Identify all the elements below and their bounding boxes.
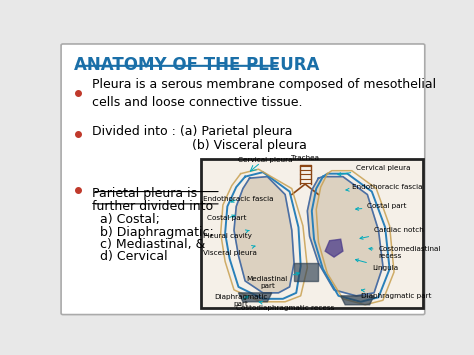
Text: Cardiac notch: Cardiac notch [360, 227, 424, 239]
Text: a) Costal;: a) Costal; [100, 213, 160, 226]
Text: Endothoracic fascia: Endothoracic fascia [346, 184, 422, 191]
Text: Pleura is a serous membrane composed of mesothelial
cells and loose connective t: Pleura is a serous membrane composed of … [92, 78, 437, 109]
Text: Trachea: Trachea [291, 154, 319, 160]
Polygon shape [341, 296, 374, 305]
Text: c) Mediastinal, &: c) Mediastinal, & [100, 238, 205, 251]
Text: Costodiaphragmatic recess: Costodiaphragmatic recess [236, 301, 334, 311]
Text: Lingula: Lingula [356, 259, 398, 271]
Text: Cervical pleura: Cervical pleura [238, 158, 292, 164]
Polygon shape [294, 263, 319, 281]
Polygon shape [238, 293, 272, 302]
Text: ANATOMY OF THE PLEURA: ANATOMY OF THE PLEURA [74, 56, 319, 74]
FancyBboxPatch shape [201, 159, 423, 308]
Text: Mediastinal
part: Mediastinal part [247, 273, 299, 289]
Polygon shape [307, 177, 383, 296]
Text: Costal part: Costal part [356, 203, 407, 210]
Text: Endothoracic fascia: Endothoracic fascia [203, 196, 273, 202]
FancyBboxPatch shape [61, 44, 425, 315]
Text: Costomediastinal
recess: Costomediastinal recess [369, 246, 441, 259]
Text: Divided into : (a) Parietal pleura: Divided into : (a) Parietal pleura [92, 125, 293, 138]
Text: Parietal pleura is: Parietal pleura is [92, 187, 198, 201]
Text: Visceral pleura: Visceral pleura [203, 245, 257, 256]
Text: further divided into: further divided into [92, 200, 213, 213]
Text: Cervical pleura: Cervical pleura [338, 165, 411, 176]
Text: d) Cervical: d) Cervical [100, 250, 167, 263]
Text: (b) Visceral pleura: (b) Visceral pleura [92, 138, 307, 152]
Text: Diaphragmatic part: Diaphragmatic part [361, 289, 431, 299]
Text: Costal part: Costal part [207, 215, 247, 222]
Polygon shape [234, 177, 294, 293]
Text: b) Diaphragmatic;: b) Diaphragmatic; [100, 226, 213, 239]
Polygon shape [325, 239, 343, 257]
Text: Pleural cavity: Pleural cavity [203, 230, 252, 239]
Text: Diaphragmatic
part: Diaphragmatic part [214, 294, 267, 307]
